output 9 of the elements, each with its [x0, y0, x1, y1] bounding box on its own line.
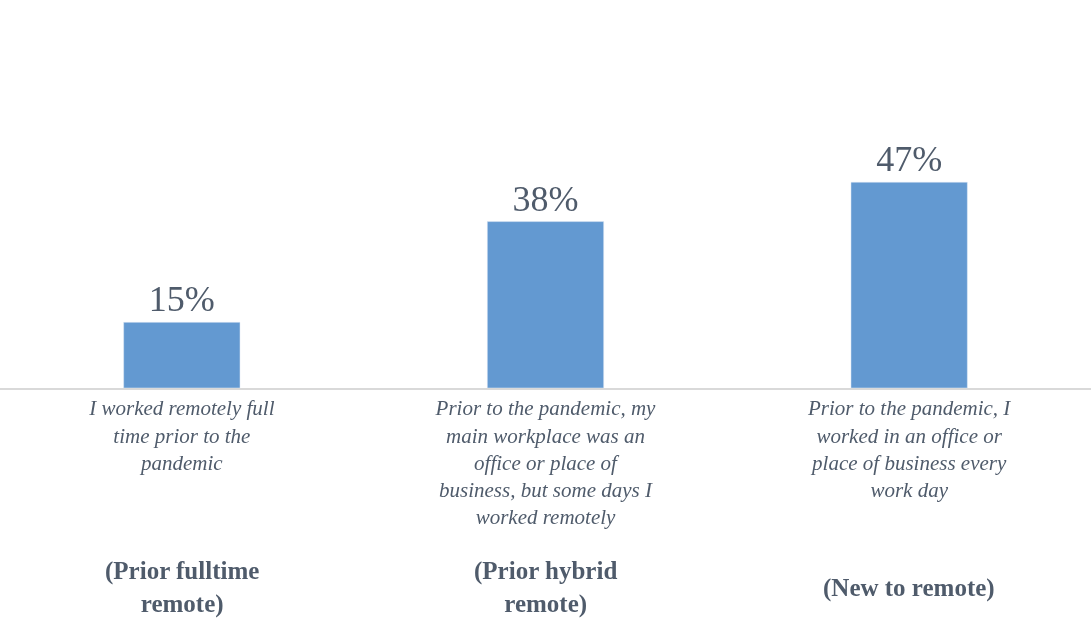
- data-label: 38%: [512, 178, 579, 219]
- data-label: 15%: [148, 279, 215, 320]
- data-label: 47%: [876, 139, 943, 180]
- x-tick-label: I worked remotely full time prior to the pandemic: [88, 396, 275, 475]
- text: (Prior hybrid remote): [474, 557, 618, 618]
- text: (Prior fulltime remote): [105, 557, 260, 618]
- text: (New to remote): [823, 574, 995, 602]
- x-tick-label: Prior to the pandemic, I worked in an office or place of business every work day: [806, 396, 1012, 503]
- x-tick-label: Prior to the pandemic, my main workplace was an office or place of business, but some days I worked remotely: [434, 396, 657, 530]
